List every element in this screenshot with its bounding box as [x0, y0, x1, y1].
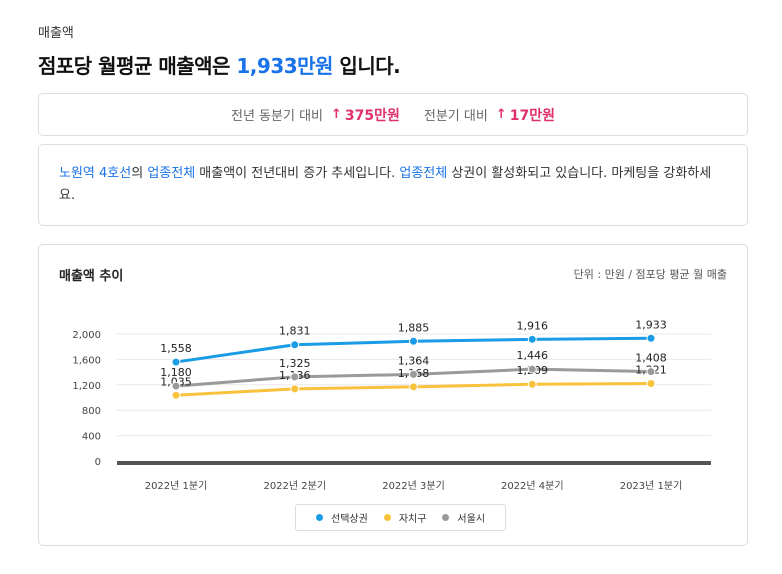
- legend-dot-icon: [383, 514, 391, 521]
- data-point: [409, 382, 418, 392]
- line-chart: 0 400 800 1,200 1,600 2,000 2022년 1분기 2022년 2분기…: [72, 318, 711, 492]
- comparison-box: 전년 동분기 대비 ↑ 375만원 전분기 대비 ↑ 17만원: [38, 93, 748, 136]
- compare-prev-year-label: 전년 동분기 대비: [231, 109, 323, 124]
- data-label: 1,916: [517, 319, 549, 332]
- data-point: [527, 379, 537, 389]
- legend-item[interactable]: 자치구: [383, 510, 427, 525]
- x-tick-label: 2023년 1분기: [620, 480, 683, 492]
- data-point: [409, 369, 418, 379]
- compare-prev-quarter-label: 전분기 대비: [423, 109, 488, 124]
- compare-prev-quarter-value: 17만원: [509, 107, 555, 124]
- data-point: [290, 384, 300, 394]
- x-tick-label: 2022년 3분기: [382, 480, 445, 492]
- data-label: 1,831: [279, 325, 311, 338]
- message-industry: 업종전체: [147, 166, 196, 181]
- compare-prev-year: 전년 동분기 대비 ↑ 375만원: [231, 105, 400, 125]
- data-point: [646, 378, 656, 388]
- x-tick-label: 2022년 1분기: [145, 480, 208, 492]
- data-label: 1,325: [279, 357, 311, 370]
- data-label: 1,446: [517, 349, 549, 362]
- arrow-up-icon: ↑: [495, 107, 507, 122]
- legend-dot-icon: [442, 514, 450, 521]
- legend-label: 서울시: [457, 514, 486, 525]
- insight-message: 노원역 4호선의 업종전체 매출액이 전년대비 증가 추세입니다. 업종전체 상…: [38, 144, 748, 226]
- headline-value: 1,933만원: [236, 54, 333, 78]
- message-industry-2: 업종전체: [399, 166, 448, 181]
- data-point: [409, 336, 418, 346]
- x-tick-label: 2022년 2분기: [263, 480, 326, 492]
- message-text-3: 상권이 활성화되고 있습니다. 마케팅을 강화하세요.: [59, 166, 712, 203]
- chart-unit: 단위 : 만원 / 점포당 평균 월 매출: [573, 268, 727, 281]
- data-label: 1,885: [398, 321, 430, 334]
- x-tick-label: 2022년 4분기: [501, 480, 564, 492]
- page-title: 점포당 월평균 매출액은 1,933만원 입니다.: [38, 50, 401, 79]
- data-label: 1,933: [635, 318, 667, 331]
- message-text-1: 의: [131, 166, 148, 181]
- y-tick-label: 0: [95, 457, 101, 468]
- compare-prev-quarter: 전분기 대비 ↑ 17만원: [424, 105, 555, 125]
- arrow-up-icon: ↑: [331, 107, 342, 122]
- chart-legend: 선택상권 자치구 서울시: [295, 504, 507, 531]
- y-tick-label: 2,000: [72, 330, 101, 341]
- data-label: 1,558: [160, 342, 192, 355]
- legend-item[interactable]: 선택상권: [316, 510, 368, 525]
- section-label: 매출액: [38, 26, 74, 41]
- compare-prev-year-value: 375만원: [344, 107, 400, 124]
- sales-trend-chart: 매출액 추이 단위 : 만원 / 점포당 평균 월 매출 0 400 800 1,20…: [38, 244, 748, 546]
- data-label: 1,180: [160, 366, 192, 379]
- data-label: 1,364: [398, 354, 430, 367]
- data-point: [646, 333, 656, 343]
- y-tick-label: 400: [82, 432, 101, 443]
- headline-prefix: 점포당 월평균 매출액은: [38, 54, 237, 78]
- y-tick-label: 1,200: [72, 381, 101, 392]
- data-point: [290, 372, 300, 382]
- headline-suffix: 입니다.: [332, 54, 401, 78]
- y-tick-label: 1,600: [72, 355, 101, 366]
- legend-dot-icon: [316, 514, 323, 521]
- data-point: [171, 390, 181, 400]
- message-area: 노원역 4호선: [59, 166, 132, 181]
- y-tick-label: 800: [82, 406, 101, 417]
- data-point: [527, 364, 537, 374]
- data-label: 1,408: [635, 352, 667, 365]
- data-point: [171, 357, 181, 367]
- data-point: [171, 381, 181, 391]
- chart-title: 매출액 추이: [59, 269, 124, 284]
- legend-label: 자치구: [398, 514, 427, 525]
- legend-label: 선택상권: [331, 514, 368, 525]
- data-point: [290, 340, 300, 350]
- legend-item[interactable]: 서울시: [442, 510, 485, 525]
- data-point: [646, 367, 656, 377]
- message-text-2: 매출액이 전년대비 증가 추세입니다.: [195, 166, 400, 181]
- data-point: [527, 334, 537, 344]
